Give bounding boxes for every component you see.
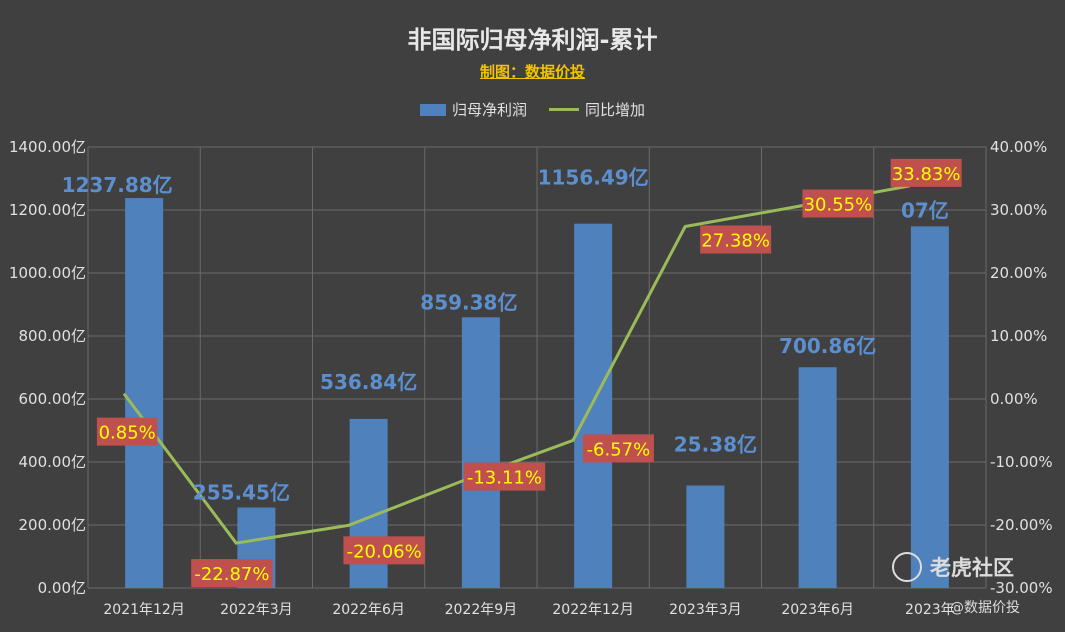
bar: [462, 317, 500, 588]
line-data-label: 33.83%: [892, 164, 961, 185]
line-data-label: -22.87%: [194, 564, 269, 585]
x-tick-label: 2022年6月: [332, 602, 405, 618]
chart-plot: 0.00亿 200.00亿 400.00亿 600.00亿 800.00亿 1000.00…: [0, 0, 1065, 632]
y-left-tick-label: 1200.00亿: [9, 201, 86, 219]
y-right-tick-label: -10.00%: [990, 453, 1053, 471]
y-right-tick-label: 0.00%: [990, 390, 1038, 408]
y-left-tick-label: 200.00亿: [19, 516, 87, 534]
watermark-author: @数据价投: [950, 597, 1020, 617]
bar: [911, 226, 949, 588]
bar: [686, 486, 724, 588]
bar-data-label: 255.45亿: [193, 481, 290, 505]
bar-data-label: 07亿: [901, 198, 949, 222]
bar-data-label: 700.86亿: [779, 334, 876, 358]
bar-data-label: 25.38亿: [674, 433, 757, 457]
y-left-tick-label: 800.00亿: [19, 327, 87, 345]
line-data-label: 30.55%: [804, 195, 873, 216]
y-right-tick-label: 20.00%: [990, 264, 1047, 282]
bar-data-label: 859.38亿: [420, 290, 517, 314]
y-right-tick-label: 40.00%: [990, 138, 1047, 156]
bar: [799, 367, 837, 588]
watermark: 老虎社区: [892, 552, 1014, 582]
x-tick-label: 2022年3月: [220, 602, 293, 618]
y-left-tick-label: 400.00亿: [19, 453, 87, 471]
x-tick-label: 2023年3月: [669, 602, 742, 618]
y-left-tick-label: 0.00亿: [38, 579, 86, 597]
line-data-label: -20.06%: [347, 541, 422, 562]
y-left-tick-label: 600.00亿: [19, 390, 87, 408]
line-data-label: -13.11%: [467, 468, 542, 489]
x-tick-label: 2023年6月: [781, 602, 854, 618]
line-data-label: -6.57%: [587, 439, 651, 460]
bar: [125, 198, 163, 588]
y-right-tick-label: -20.00%: [990, 516, 1053, 534]
y-right-tick-label: 10.00%: [990, 327, 1047, 345]
bar-data-label: 536.84亿: [320, 370, 417, 394]
y-right-tick-label: 30.00%: [990, 201, 1047, 219]
bar-data-label: 1156.49亿: [538, 166, 649, 190]
bar-data-label: 1237.88亿: [62, 173, 173, 197]
line-data-label: 0.85%: [99, 423, 156, 444]
watermark-brand: 老虎社区: [930, 552, 1014, 582]
y-left-tick-label: 1400.00亿: [9, 138, 86, 156]
x-tick-label: 2021年12月: [103, 602, 184, 618]
line-data-label: 27.38%: [701, 231, 770, 252]
bar: [574, 224, 612, 588]
x-tick-label: 2022年12月: [552, 602, 633, 618]
tiger-logo-icon: [892, 552, 922, 582]
x-tick-label: 2022年9月: [445, 602, 518, 618]
y-left-tick-label: 1000.00亿: [9, 264, 86, 282]
x-tick-label: 2023年: [905, 602, 955, 618]
